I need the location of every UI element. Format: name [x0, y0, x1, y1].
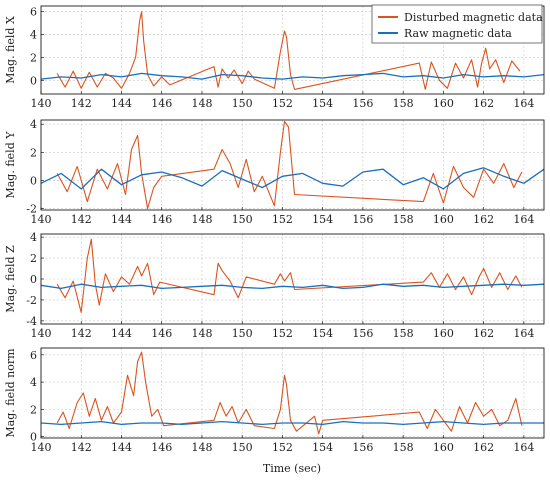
x-tick-label: 142	[71, 441, 92, 454]
x-tick-label: 158	[393, 97, 414, 110]
x-tick-label: 152	[272, 441, 293, 454]
x-tick-label: 148	[191, 441, 212, 454]
panels: 0 2 4 6 140 142 144 146 148 150 152 154 156 158 160 162…	[4, 5, 545, 454]
x-tick-label: 162	[473, 327, 494, 340]
x-tick-label: 154	[312, 97, 333, 110]
y-tick-label: 2	[30, 51, 37, 64]
x-tick-label: 164	[513, 327, 534, 340]
x-tick-label: 160	[433, 213, 454, 226]
x-tick-label: 154	[312, 213, 333, 226]
x-tick-label: 146	[151, 441, 172, 454]
x-tick-label: 160	[433, 327, 454, 340]
x-tick-label: 150	[232, 441, 253, 454]
x-tick-label: 150	[232, 327, 253, 340]
x-tick-label: 152	[272, 97, 293, 110]
plot-frame	[40, 119, 545, 211]
series-disturbed-line	[56, 238, 523, 314]
legend-box	[371, 4, 543, 44]
y-tick-label: 0	[30, 273, 37, 286]
x-tick-label: 140	[31, 441, 52, 454]
y-tick-label: 4	[30, 29, 37, 42]
series-disturbed-line	[56, 351, 523, 435]
series-disturbed-line	[56, 11, 521, 90]
x-tick-label: 144	[111, 213, 132, 226]
panel-1: 0 2 4 6 140 142 144 146 148 150 152 154 156 158 160 162…	[4, 5, 545, 110]
y-tick-label: 6	[30, 6, 37, 19]
x-tick-label: 164	[513, 97, 534, 110]
legend-label-disturbed: Disturbed magnetic data	[404, 11, 543, 24]
x-tick-label: 142	[71, 213, 92, 226]
panel-3: -4 -2 0 2 4 140 142 144 146 148 150 152 154 156 158 160…	[4, 231, 545, 340]
x-tick-label: 148	[191, 327, 212, 340]
legend-label-raw: Raw magnetic data	[404, 27, 512, 40]
x-tick-label: 160	[433, 441, 454, 454]
y-tick-label: 4	[30, 376, 37, 389]
x-tick-label: 144	[111, 441, 132, 454]
x-tick-label: 146	[151, 327, 172, 340]
x-tick-label: 164	[513, 213, 534, 226]
y-tick-label: 2	[30, 403, 37, 416]
x-tick-label: 150	[232, 213, 253, 226]
y-tick-label: 6	[30, 349, 37, 362]
x-tick-label: 156	[352, 441, 373, 454]
y-tick-label: -4	[26, 315, 37, 328]
plot-frame	[40, 347, 545, 439]
x-tick-label: 158	[393, 213, 414, 226]
y-tick-label: 4	[30, 231, 37, 244]
series-raw-line	[40, 167, 545, 190]
x-tick-label: 148	[191, 97, 212, 110]
x-tick-label: 158	[393, 327, 414, 340]
x-tick-label: 146	[151, 97, 172, 110]
x-tick-label: 162	[473, 441, 494, 454]
x-tick-label: 140	[31, 97, 52, 110]
x-tick-label: 142	[71, 97, 92, 110]
y-tick-label: -2	[26, 294, 37, 307]
series-raw-line	[40, 283, 545, 290]
y-tick-label: 4	[30, 118, 37, 131]
x-tick-label: 156	[352, 213, 373, 226]
series-disturbed-line	[56, 120, 523, 210]
panel-2: -2 0 2 4 140 142 144 146 148 150 152 154 156 158 160 16…	[4, 118, 545, 226]
series-raw-line	[40, 420, 544, 426]
x-tick-label: 160	[433, 97, 454, 110]
panel-4: 0 2 4 6 140 142 144 146 148 150 152 154 156 158 160 162…	[4, 347, 545, 454]
x-axis-label: Time (sec)	[263, 462, 321, 475]
x-tick-label: 140	[31, 213, 52, 226]
x-tick-label: 158	[393, 441, 414, 454]
x-tick-label: 144	[111, 97, 132, 110]
x-tick-label: 162	[473, 213, 494, 226]
x-tick-label: 150	[232, 97, 253, 110]
y-axis-label: Mag. field Z	[4, 245, 17, 313]
y-tick-label: 2	[30, 252, 37, 265]
x-tick-label: 154	[312, 327, 333, 340]
x-tick-label: 144	[111, 327, 132, 340]
x-tick-label: 148	[191, 213, 212, 226]
plot-frame	[40, 5, 545, 95]
y-tick-label: 0	[30, 74, 37, 87]
x-tick-label: 152	[272, 213, 293, 226]
x-tick-label: 146	[151, 213, 172, 226]
series-raw-line	[40, 72, 545, 80]
y-tick-label: 0	[30, 431, 37, 444]
y-axis-label: Mag. field Y	[4, 131, 17, 199]
x-tick-label: 154	[312, 441, 333, 454]
y-axis-label: Mag. field X	[4, 16, 17, 84]
x-tick-label: 164	[513, 441, 534, 454]
x-tick-label: 162	[473, 97, 494, 110]
x-tick-label: 140	[31, 327, 52, 340]
x-tick-label: 156	[352, 97, 373, 110]
y-tick-label: -2	[26, 203, 37, 216]
y-tick-label: 2	[30, 146, 37, 159]
y-axis-label: Mag. field norm	[4, 348, 17, 438]
legend: Disturbed magnetic data Raw magnetic dat…	[371, 4, 543, 44]
x-tick-label: 142	[71, 327, 92, 340]
x-tick-label: 156	[352, 327, 373, 340]
y-tick-label: 0	[30, 174, 37, 187]
x-tick-label: 152	[272, 327, 293, 340]
